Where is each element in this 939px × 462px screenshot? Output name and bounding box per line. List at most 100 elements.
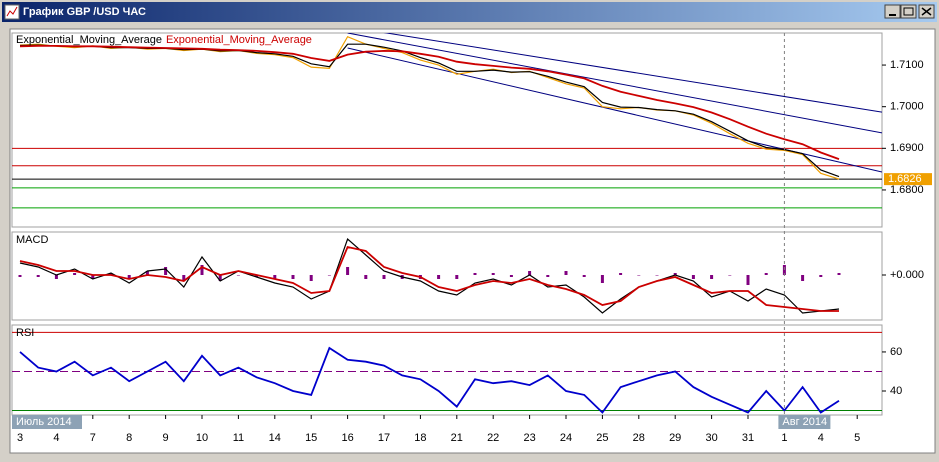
x-tick-label: 4 xyxy=(53,432,59,444)
x-tick-label: 24 xyxy=(560,432,572,444)
histogram-bar xyxy=(691,275,695,279)
histogram-bar xyxy=(291,275,295,279)
channel-line xyxy=(383,33,882,113)
series-line xyxy=(19,245,839,312)
y-tick-label: 40 xyxy=(890,385,902,397)
panel-title: MACD xyxy=(16,234,48,246)
legend-entry: Exponential_Moving_Average xyxy=(166,34,312,46)
y-tick-label: +0.000 xyxy=(890,269,924,281)
histogram-bar xyxy=(582,275,586,277)
rsi-panel xyxy=(11,324,883,416)
x-tick-label: 16 xyxy=(341,432,353,444)
window-icon xyxy=(4,4,20,20)
x-tick-label: 17 xyxy=(378,432,390,444)
histogram-bar xyxy=(145,271,149,275)
month-label-box xyxy=(778,415,831,429)
histogram-bar xyxy=(309,275,313,281)
histogram-bar xyxy=(473,273,477,275)
legend: Exponential_Moving_Average Exponential_Mo… xyxy=(16,34,312,46)
histogram-bar xyxy=(619,273,623,275)
x-tick-label: 30 xyxy=(705,432,717,444)
histogram-bar xyxy=(346,267,350,275)
y-tick-label: 1.6900 xyxy=(890,142,924,154)
panel-title: RSI xyxy=(16,327,34,339)
x-tick-label: 14 xyxy=(269,432,281,444)
histogram-bar xyxy=(200,265,204,275)
histogram-bar xyxy=(655,275,659,276)
x-tick-label: 25 xyxy=(596,432,608,444)
histogram-bar xyxy=(109,273,113,275)
y-tick-label: 1.7000 xyxy=(890,101,924,113)
month-label: Июль 2014 xyxy=(16,416,72,428)
maximize-button[interactable] xyxy=(900,4,917,19)
histogram-bar xyxy=(819,275,823,277)
histogram-bar xyxy=(73,273,77,275)
x-tick-label: 8 xyxy=(126,432,132,444)
histogram-bar xyxy=(673,273,677,275)
current-price-box xyxy=(884,173,932,186)
window-title: График GBP /USD ЧАС xyxy=(23,6,146,18)
histogram-bar xyxy=(437,275,441,279)
panel-layer xyxy=(12,33,882,209)
series-line xyxy=(19,346,840,414)
x-tick-label: 11 xyxy=(233,432,244,444)
x-tick-label: 7 xyxy=(90,432,96,444)
y-tick-label: 1.6800 xyxy=(890,184,924,196)
month-label: Авг 2014 xyxy=(782,416,827,428)
panel-layer xyxy=(12,331,882,414)
close-glyph xyxy=(921,7,932,16)
window-buttons xyxy=(884,4,935,19)
histogram-bar xyxy=(364,275,368,279)
x-tick-label: 28 xyxy=(633,432,645,444)
x-tick-label: 10 xyxy=(196,432,208,444)
histogram-bar xyxy=(837,273,841,275)
histogram-bar xyxy=(764,273,768,275)
x-tick-label: 3 xyxy=(17,432,23,444)
histogram-bar xyxy=(746,275,750,285)
histogram-bar xyxy=(236,275,240,276)
price-panel xyxy=(11,32,883,228)
x-tick-label: 4 xyxy=(818,432,824,444)
y-tick-label: 1.7100 xyxy=(890,59,924,71)
channel-line xyxy=(347,33,882,134)
histogram-bar xyxy=(564,271,568,275)
histogram-bar xyxy=(255,275,259,277)
histogram-bar xyxy=(36,275,40,277)
x-tick-label: 31 xyxy=(742,432,754,444)
x-tick-label: 29 xyxy=(669,432,681,444)
histogram-bar xyxy=(91,275,95,279)
histogram-bar xyxy=(546,275,550,277)
x-tick-label: 9 xyxy=(163,432,169,444)
histogram-bar xyxy=(509,275,513,277)
histogram-bar xyxy=(637,275,641,276)
x-tick-label: 15 xyxy=(305,432,317,444)
x-tick-label: 23 xyxy=(523,432,535,444)
series-line xyxy=(19,45,840,160)
chart-area xyxy=(9,28,936,454)
x-tick-label: 21 xyxy=(451,432,463,444)
histogram-bar xyxy=(327,275,331,276)
title-bar xyxy=(2,2,937,22)
current-price-label: 1.6826 xyxy=(888,173,922,185)
histogram-bar xyxy=(728,275,732,276)
histogram-bar xyxy=(127,275,131,279)
histogram-bar xyxy=(273,275,277,279)
x-tick-label: 5 xyxy=(854,432,860,444)
window-icon-glyph xyxy=(6,6,18,17)
month-label-box xyxy=(12,415,82,429)
x-tick-label: 1 xyxy=(781,432,787,444)
histogram-bar xyxy=(491,273,495,275)
histogram-bar xyxy=(18,275,22,277)
histogram-bar xyxy=(600,275,604,283)
histogram-bar xyxy=(54,275,58,279)
minimize-button[interactable] xyxy=(884,4,901,19)
histogram-bar xyxy=(382,275,386,279)
histogram-bar xyxy=(164,267,168,275)
y-tick-label: 60 xyxy=(890,346,902,358)
panel-layer xyxy=(18,237,841,314)
histogram-bar xyxy=(218,275,222,281)
legend-entry: Exponential_Moving_Average xyxy=(16,34,162,46)
x-tick-label: 22 xyxy=(487,432,499,444)
histogram-bar xyxy=(528,271,532,275)
